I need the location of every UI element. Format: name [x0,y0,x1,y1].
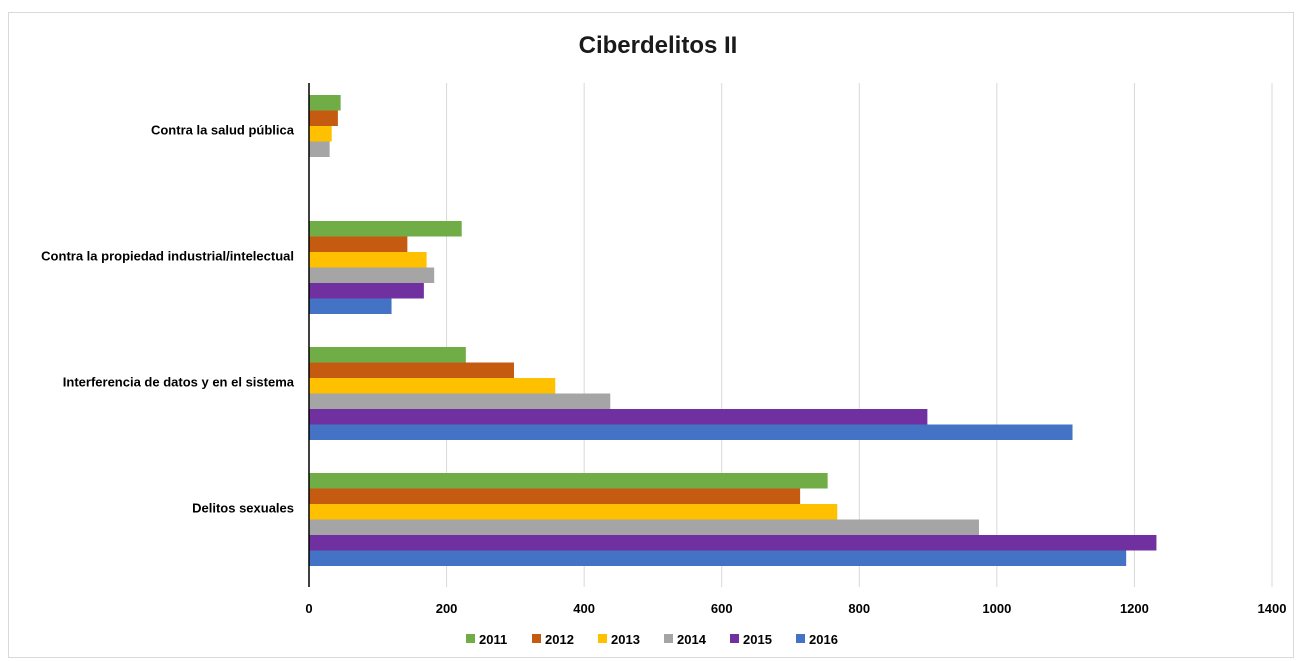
chart-frame: Ciberdelitos II Contra la salud pública C… [8,12,1294,658]
bar-2013-3 [309,504,838,520]
bar-2016-1 [309,298,392,314]
bar-2014-1 [309,267,435,283]
bar-2011-3 [309,473,828,489]
legend-swatch-2014 [664,634,673,643]
x-tick-label: 1200 [1120,601,1149,616]
legend-swatch-2015 [730,634,739,643]
legend-label-2015: 2015 [743,632,772,647]
bar-2012-0 [309,110,338,126]
x-tick-label: 1400 [1258,601,1287,616]
category-label: Contra la propiedad industrial/intelectu… [41,249,294,264]
bar-2013-2 [309,378,556,394]
legend-label-2013: 2013 [611,632,640,647]
bar-2011-2 [309,347,466,363]
bar-2013-1 [309,252,427,268]
category-label: Delitos sexuales [192,501,294,516]
bar-2015-1 [309,283,424,299]
category-label: Contra la salud pública [151,123,295,138]
bar-2015-3 [309,535,1157,551]
x-tick-label: 200 [436,601,458,616]
legend: 2011 2012 2013 2014 2015 2016 [466,632,838,647]
x-tick-label: 400 [573,601,595,616]
legend-swatch-2011 [466,634,475,643]
x-tick-label: 1000 [982,601,1011,616]
bar-2012-3 [309,488,801,504]
bar-2012-1 [309,236,408,252]
bar-2016-3 [309,550,1127,566]
bar-2013-0 [309,126,332,142]
bar-2011-1 [309,221,462,237]
category-labels: Contra la salud pública Contra la propied… [41,123,295,516]
category-label: Interferencia de datos y en el sistema [63,375,295,390]
bar-2016-2 [309,424,1073,440]
bar-2015-2 [309,409,928,425]
x-tick-labels: 0 200 400 600 800 1000 1200 1400 [305,601,1286,616]
legend-label-2012: 2012 [545,632,574,647]
legend-swatch-2016 [796,634,805,643]
legend-label-2016: 2016 [809,632,838,647]
bar-2014-3 [309,519,979,535]
chart-title: Ciberdelitos II [579,32,738,59]
x-tick-label: 800 [848,601,870,616]
x-tick-label: 600 [711,601,733,616]
grid-layer [446,83,1273,587]
legend-swatch-2012 [532,634,541,643]
legend-label-2014: 2014 [677,632,707,647]
legend-label-2011: 2011 [479,632,507,647]
legend-swatch-2013 [598,634,607,643]
bar-2014-0 [309,141,330,157]
chart-svg: Ciberdelitos II Contra la salud públicaC… [41,32,1286,647]
x-tick-label: 0 [305,601,312,616]
bars-layer [309,95,1157,566]
bar-2011-0 [309,95,341,111]
bar-2014-2 [309,393,611,409]
bar-2012-2 [309,362,514,378]
